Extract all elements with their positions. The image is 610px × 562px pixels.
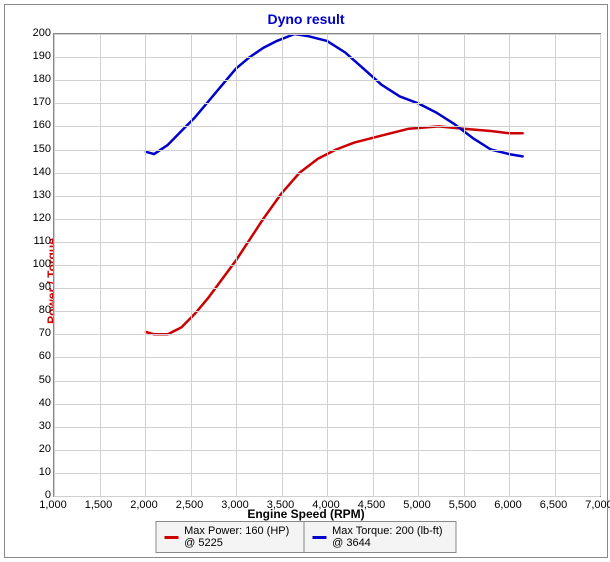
legend-item-power: Max Power: 160 (HP) @ 5225 [157,522,304,552]
y-tick: 50 [11,374,51,386]
x-tick: 5,500 [449,499,477,511]
grid-h [54,357,600,358]
y-tick: 190 [11,50,51,62]
legend-item-torque: Max Torque: 200 (lb-ft) @ 3644 [303,522,455,552]
x-tick: 6,000 [494,499,522,511]
grid-v [600,34,601,496]
grid-h [54,150,600,151]
y-tick: 180 [11,73,51,85]
plot-area [53,33,601,497]
y-tick: 170 [11,96,51,108]
x-tick: 5,000 [403,499,431,511]
y-tick: 70 [11,327,51,339]
grid-h [54,242,600,243]
series-power [146,126,523,334]
grid-h [54,34,600,35]
y-tick: 160 [11,119,51,131]
y-tick: 110 [11,235,51,247]
legend-swatch-power [165,536,179,539]
grid-h [54,288,600,289]
y-tick: 80 [11,304,51,316]
y-tick: 200 [11,27,51,39]
x-tick: 3,500 [267,499,295,511]
x-tick: 4,500 [358,499,386,511]
y-tick: 0 [11,489,51,501]
y-tick: 90 [11,281,51,293]
legend: Max Power: 160 (HP) @ 5225 Max Torque: 2… [156,521,457,553]
grid-h [54,473,600,474]
legend-label-torque: Max Torque: 200 (lb-ft) @ 3644 [332,525,447,549]
y-tick: 20 [11,443,51,455]
y-tick: 140 [11,166,51,178]
grid-h [54,126,600,127]
grid-h [54,496,600,497]
legend-swatch-torque [312,536,326,539]
series-torque [146,34,523,156]
y-tick: 40 [11,397,51,409]
grid-h [54,311,600,312]
legend-label-power: Max Power: 160 (HP) @ 5225 [184,525,295,549]
y-tick: 60 [11,350,51,362]
x-tick: 7,000 [585,499,610,511]
y-tick: 10 [11,466,51,478]
y-tick: 100 [11,258,51,270]
y-tick: 150 [11,143,51,155]
grid-h [54,80,600,81]
chart-container: Dyno result Power / Torque Engine Speed … [4,4,608,558]
x-tick: 2,500 [176,499,204,511]
grid-h [54,265,600,266]
x-tick: 1,500 [85,499,113,511]
x-tick: 4,000 [312,499,340,511]
grid-h [54,173,600,174]
grid-h [54,450,600,451]
y-tick: 120 [11,212,51,224]
grid-h [54,381,600,382]
grid-h [54,57,600,58]
chart-title: Dyno result [5,11,607,27]
grid-h [54,334,600,335]
grid-h [54,219,600,220]
x-tick: 6,500 [540,499,568,511]
y-tick: 30 [11,420,51,432]
x-tick: 2,000 [130,499,158,511]
x-tick: 3,000 [221,499,249,511]
grid-h [54,404,600,405]
grid-h [54,103,600,104]
y-tick: 130 [11,189,51,201]
grid-h [54,427,600,428]
grid-h [54,196,600,197]
